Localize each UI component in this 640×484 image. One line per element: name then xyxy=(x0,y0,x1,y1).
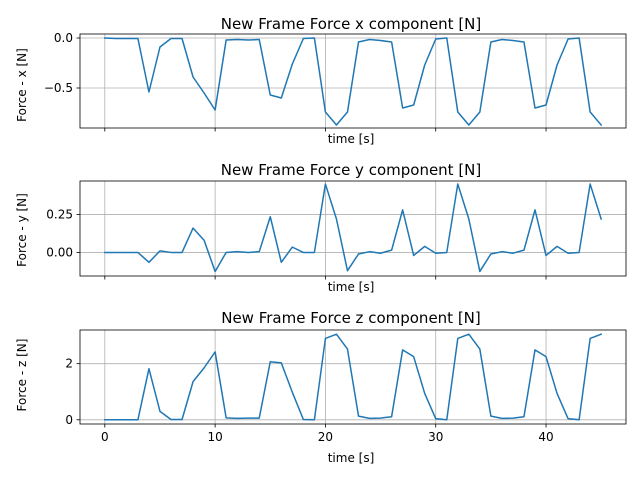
y-tick-label: 0.0 xyxy=(54,31,73,45)
y-tick-label: 0.00 xyxy=(46,245,73,259)
chart-title: New Frame Force z component [N] xyxy=(221,309,481,327)
chart-title: New Frame Force y component [N] xyxy=(221,161,482,179)
y-tick-label: 0 xyxy=(65,413,73,427)
x-tick-label: 40 xyxy=(538,430,553,444)
subplot-force-z: 0 10 20 30 40 0 2 New Frame Force z component … xyxy=(15,309,627,465)
y-axis-label: Force - z [N] xyxy=(15,339,29,412)
series-line xyxy=(104,37,603,127)
y-tick-label: −0.5 xyxy=(44,81,73,95)
y-tick-label: 0.25 xyxy=(46,207,73,221)
axes-frame xyxy=(79,329,627,425)
y-axis-label: Force - y [N] xyxy=(15,193,29,267)
x-axis-label: time [s] xyxy=(328,280,375,294)
y-axis-label: Force - x [N] xyxy=(15,48,29,122)
series-line xyxy=(104,333,603,421)
subplot-force-x: 0.0−0.5 New Frame Force x component [N] … xyxy=(15,15,627,146)
y-tick-label: 2 xyxy=(65,357,73,371)
chart-title: New Frame Force x component [N] xyxy=(221,15,482,33)
x-tick-label: 30 xyxy=(428,430,443,444)
x-axis-label: time [s] xyxy=(328,451,375,465)
subplot-force-y: 0.25 0.00 New Frame Force y component [N]… xyxy=(15,161,627,294)
x-tick-label: 10 xyxy=(207,430,222,444)
x-tick-label: 20 xyxy=(318,430,333,444)
x-tick-label: 0 xyxy=(101,430,109,444)
axes-frame xyxy=(79,180,627,277)
axes-frame xyxy=(79,33,627,129)
series-line xyxy=(104,183,603,273)
x-axis-label: time [s] xyxy=(328,132,375,146)
